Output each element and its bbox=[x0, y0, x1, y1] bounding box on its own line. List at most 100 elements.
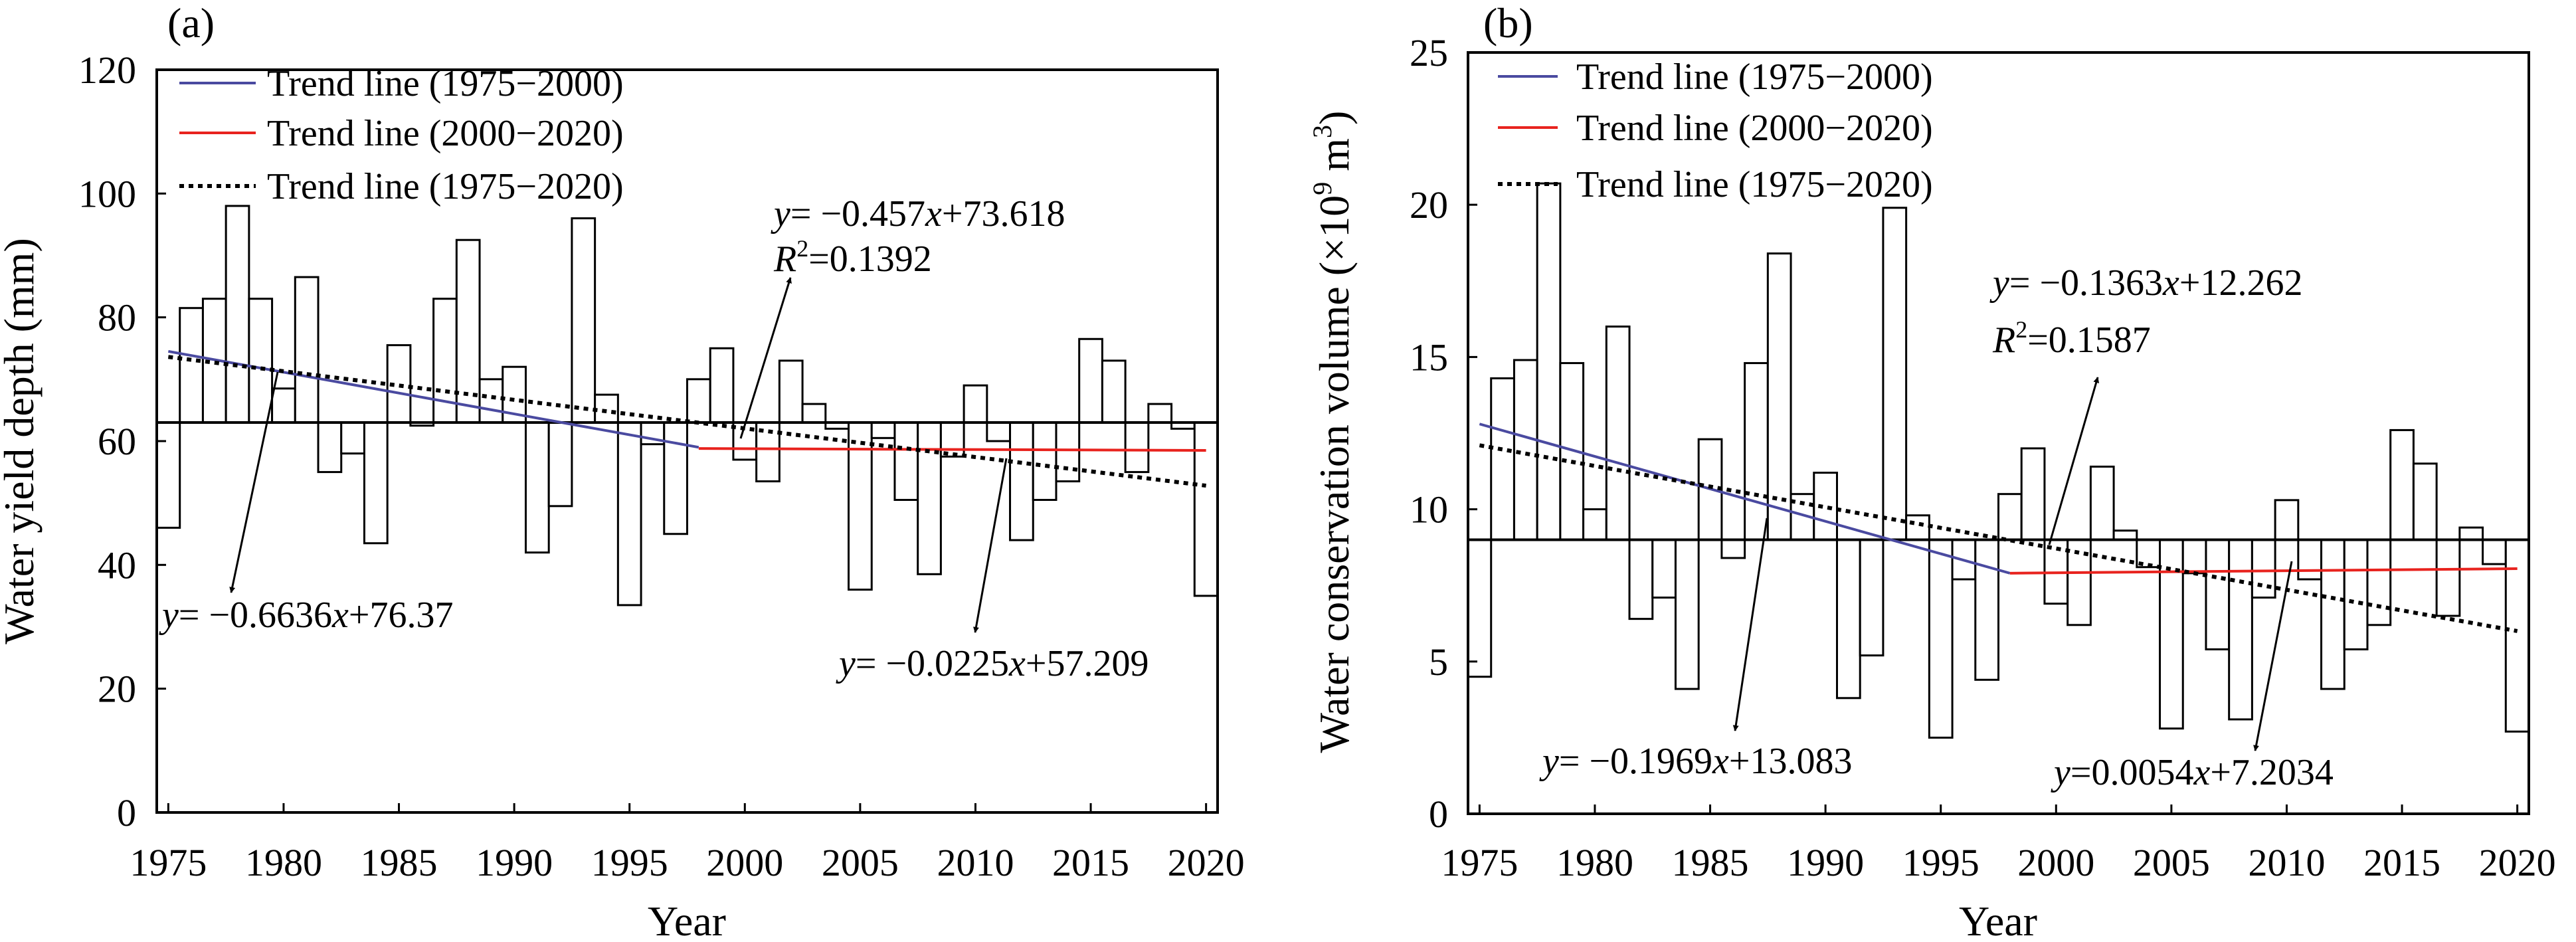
trend-line-b-2 bbox=[2009, 567, 2518, 575]
bar-b-2020 bbox=[2504, 538, 2530, 733]
legend-a: Trend line (1975−2000) Trend line (2000−… bbox=[179, 63, 624, 207]
x-tick-label-a: 2000 bbox=[706, 841, 783, 884]
equation-b-overall: y= −0.1363x+12.262 bbox=[1989, 262, 2302, 304]
bar-a-1989 bbox=[478, 378, 504, 424]
arrow-b-late bbox=[2253, 561, 2293, 751]
bar-a-2018 bbox=[1147, 403, 1173, 424]
bar-b-2011 bbox=[2297, 538, 2323, 581]
equation-a-overall: y= −0.457x+73.618 bbox=[771, 193, 1065, 235]
bar-b-2016 bbox=[2412, 462, 2438, 541]
bar-a-1988 bbox=[455, 238, 481, 424]
bar-a-2013 bbox=[1032, 421, 1058, 502]
bar-b-1975 bbox=[1467, 538, 1493, 678]
bar-b-1983 bbox=[1651, 538, 1677, 599]
bar-b-1993 bbox=[1882, 207, 1908, 541]
bar-b-1991 bbox=[1835, 538, 1861, 700]
y-tick-label-b: 0 bbox=[1429, 793, 1448, 836]
x-tick-label-b: 1985 bbox=[1672, 841, 1749, 884]
x-tick-label-a: 2010 bbox=[937, 841, 1014, 884]
bar-b-1998 bbox=[1997, 493, 2023, 541]
legend-label-a-3: Trend line (1975−2020) bbox=[267, 166, 624, 207]
bar-b-1987 bbox=[1744, 362, 1769, 541]
x-tick-label-b: 1995 bbox=[1902, 841, 1979, 884]
y-ticks-a: 0 20 40 60 80 100 120 bbox=[78, 48, 166, 834]
plot-frame-b bbox=[1467, 51, 2530, 815]
y-tick-label-a: 40 bbox=[98, 543, 136, 587]
r2-a-overall: R2=0.1392 bbox=[773, 235, 932, 280]
y-tick-label-b: 25 bbox=[1410, 31, 1448, 74]
bar-a-2005 bbox=[848, 421, 873, 591]
arrow-b-early bbox=[1732, 518, 1768, 731]
bar-a-1998 bbox=[686, 378, 711, 424]
legend-b: Trend line (1975−2000) Trend line (2000−… bbox=[1498, 56, 1933, 205]
bar-b-2001 bbox=[2067, 538, 2092, 626]
bar-b-2003 bbox=[2112, 529, 2138, 541]
bar-a-2007 bbox=[893, 421, 919, 502]
x-ticks-a: 1975 1980 1985 1990 1995 2000 2005 2010 2015 2020 bbox=[130, 803, 1245, 884]
trend-line-b-1 bbox=[1479, 423, 2011, 575]
y-tick-label-b: 15 bbox=[1410, 335, 1448, 379]
bar-a-1984 bbox=[363, 421, 389, 545]
x-tick-label-b: 1980 bbox=[1556, 841, 1633, 884]
trend-line-b-3 bbox=[1479, 443, 2518, 633]
y-tick-label-b: 20 bbox=[1410, 183, 1448, 227]
bar-b-2012 bbox=[2320, 538, 2346, 690]
y-axis-title-a: Water yield depth (mm) bbox=[0, 238, 43, 644]
bar-a-2003 bbox=[801, 403, 827, 424]
bar-b-1986 bbox=[1720, 538, 1746, 559]
bar-b-2010 bbox=[2274, 499, 2300, 541]
bar-b-1999 bbox=[2020, 447, 2046, 541]
bar-b-2014 bbox=[2366, 538, 2392, 626]
y-tick-label-a: 0 bbox=[117, 791, 136, 834]
x-ticks-b: 1975 1980 1985 1990 1995 2000 2005 2010 2015 2020 bbox=[1441, 804, 2556, 884]
x-tick-label-b: 2005 bbox=[2133, 841, 2210, 884]
bar-a-1980 bbox=[271, 387, 296, 424]
bar-a-1994 bbox=[594, 393, 619, 424]
legend-label-a-1: Trend line (1975−2000) bbox=[267, 63, 624, 104]
bar-a-2002 bbox=[778, 359, 804, 424]
arrow-a-early bbox=[229, 371, 279, 593]
bar-b-1994 bbox=[1905, 514, 1930, 541]
y-tick-label-a: 120 bbox=[78, 48, 136, 92]
bar-b-2002 bbox=[2089, 465, 2115, 541]
legend-label-b-2: Trend line (2000−2020) bbox=[1576, 108, 1933, 149]
x-tick-label-a: 1985 bbox=[361, 841, 438, 884]
equation-b-late: y=0.0054x+7.2034 bbox=[2051, 752, 2334, 793]
bar-a-1992 bbox=[547, 421, 573, 508]
bar-b-2019 bbox=[2482, 538, 2507, 565]
legend-label-a-2: Trend line (2000−2020) bbox=[267, 113, 624, 154]
bar-b-1997 bbox=[1974, 538, 2000, 681]
panel-label-b: (b) bbox=[1483, 0, 1533, 47]
bar-a-1993 bbox=[571, 217, 597, 424]
legend-label-b-1: Trend line (1975−2000) bbox=[1576, 56, 1933, 98]
bar-a-1991 bbox=[524, 421, 550, 554]
bar-b-2018 bbox=[2458, 526, 2484, 541]
bar-b-2013 bbox=[2343, 538, 2369, 650]
bar-b-1980 bbox=[1582, 508, 1608, 541]
chart-panel-b: (b) 0 5 10 15 20 25 1975 1980 1985 1990 1995 2000 2… bbox=[1307, 0, 2556, 942]
bar-b-1982 bbox=[1628, 538, 1654, 620]
bar-a-1981 bbox=[294, 276, 320, 424]
bar-a-2020 bbox=[1193, 421, 1219, 597]
bar-a-1975 bbox=[155, 421, 181, 529]
x-axis-title-a: Year bbox=[648, 897, 726, 942]
bar-b-2009 bbox=[2251, 538, 2276, 599]
x-tick-label-b: 2020 bbox=[2479, 841, 2556, 884]
trend-line-a-1 bbox=[168, 349, 699, 449]
x-axis-title-b: Year bbox=[1959, 897, 2037, 942]
bar-a-2008 bbox=[917, 421, 942, 575]
bar-a-2012 bbox=[1009, 421, 1034, 541]
bar-a-2014 bbox=[1055, 421, 1081, 483]
bar-b-2008 bbox=[2228, 538, 2253, 721]
bar-a-2011 bbox=[986, 421, 1012, 442]
equation-a-late: y= −0.0225x+57.209 bbox=[836, 643, 1149, 684]
bar-b-2006 bbox=[2181, 538, 2207, 575]
bar-b-1992 bbox=[1859, 538, 1885, 657]
y-tick-label-a: 60 bbox=[98, 420, 136, 463]
bars-a bbox=[155, 205, 1219, 607]
bar-b-2015 bbox=[2389, 428, 2415, 541]
x-tick-label-b: 1990 bbox=[1787, 841, 1864, 884]
bar-b-1988 bbox=[1766, 252, 1792, 541]
bar-a-1976 bbox=[179, 307, 204, 424]
y-tick-label-a: 100 bbox=[78, 172, 136, 215]
